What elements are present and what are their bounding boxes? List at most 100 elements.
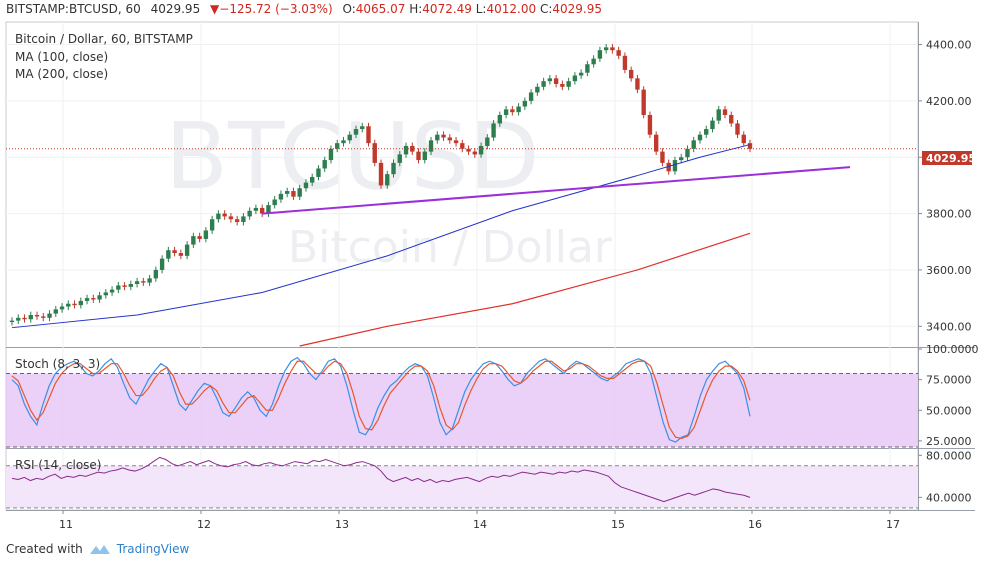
- candle-body: [435, 134, 440, 141]
- candle-body: [122, 285, 127, 287]
- candle-body: [41, 316, 46, 318]
- candle-body: [710, 120, 715, 130]
- candle-body: [266, 205, 271, 214]
- high-value: 4072.49: [422, 2, 472, 16]
- candle-body: [203, 230, 209, 239]
- candle-body: [184, 244, 190, 256]
- high-label: H:: [409, 2, 423, 16]
- stoch-tick-label: 75.0000: [926, 374, 972, 387]
- price-tick-label: 3600.00: [926, 264, 972, 277]
- candle-body: [59, 306, 65, 310]
- candle-body: [578, 72, 584, 76]
- candle-body: [660, 151, 665, 163]
- candle-body: [653, 134, 659, 152]
- candle-body: [197, 236, 202, 239]
- rsi-line: [11, 456, 751, 503]
- x-tick-label: 11: [59, 518, 73, 531]
- low-label: L:: [475, 2, 487, 16]
- x-tick-label: 13: [335, 518, 349, 531]
- candle-body: [647, 114, 653, 135]
- candle-body: [522, 100, 528, 107]
- candle-body: [385, 174, 390, 186]
- candle-body: [685, 148, 690, 158]
- candle-body: [453, 140, 459, 144]
- candle-body: [259, 207, 265, 214]
- created-with-text: Created with: [6, 542, 83, 556]
- candle-body: [347, 134, 352, 141]
- candle-body: [478, 145, 484, 155]
- candle-body: [159, 258, 165, 270]
- candle-body: [441, 134, 446, 138]
- candle-body: [284, 191, 290, 194]
- candle-body: [610, 47, 615, 51]
- last-price-tag-text: 4029.95: [926, 152, 976, 165]
- stoch-d-line: [11, 360, 751, 440]
- candle-body: [516, 106, 521, 113]
- candle-body: [178, 253, 184, 256]
- candle-body: [109, 289, 115, 293]
- ma100-line: [11, 144, 751, 329]
- candle-body: [247, 210, 252, 217]
- candle-body: [697, 134, 703, 141]
- candle-body: [78, 300, 83, 306]
- symbol-title: BITSTAMP:BTCUSD, 60: [6, 2, 141, 16]
- candle-body: [466, 148, 471, 152]
- candle-body: [716, 109, 721, 121]
- candle-body: [403, 145, 409, 155]
- candle-body: [541, 81, 546, 87]
- price-axis[interactable]: 3400.003600.003800.004000.004200.004400.…: [918, 39, 972, 334]
- candle-body: [691, 140, 696, 149]
- candle-body: [641, 89, 646, 115]
- candle-body: [84, 298, 90, 301]
- candle-body: [322, 160, 327, 169]
- candle-body: [585, 64, 590, 73]
- candle-body: [597, 50, 603, 59]
- rsi-band: [6, 465, 918, 509]
- candle-body: [566, 81, 571, 87]
- candle-body: [97, 295, 102, 300]
- candle-body: [353, 129, 359, 135]
- ma200-line: [299, 232, 751, 347]
- tradingview-link[interactable]: TradingView: [116, 542, 190, 556]
- candle-body: [328, 148, 334, 161]
- support-trendline[interactable]: [262, 166, 851, 215]
- candle-body: [704, 129, 709, 135]
- candle-body: [510, 109, 515, 113]
- candle-body: [535, 86, 540, 93]
- candle-body: [603, 47, 609, 51]
- candle-body: [9, 320, 15, 323]
- open-value: 4065.07: [355, 2, 406, 16]
- candle-body: [447, 137, 452, 141]
- candle-body: [34, 315, 40, 317]
- candle-body: [134, 281, 140, 285]
- candle-body: [147, 278, 152, 283]
- candle-body: [428, 140, 434, 152]
- time-axis[interactable]: 11 12 13 14 15 16 17: [59, 510, 900, 531]
- stoch-band: [6, 373, 918, 448]
- candle-body: [666, 162, 671, 172]
- legend-title: Bitcoin / Dollar, 60, BITSTAMP: [15, 32, 193, 46]
- candle-body: [416, 151, 421, 161]
- candle-body: [366, 126, 371, 144]
- candle-body: [272, 199, 277, 206]
- watermark-symbol: BTCUSD: [165, 103, 540, 210]
- candlestick-series: [9, 43, 753, 326]
- candle-body: [222, 213, 227, 217]
- watermark-name: Bitcoin / Dollar: [288, 222, 613, 273]
- candle-body: [28, 315, 33, 320]
- x-tick-label: 15: [611, 518, 625, 531]
- candle-body: [234, 219, 240, 223]
- rsi-label: RSI (14, close): [15, 458, 102, 472]
- candle-body: [672, 160, 678, 172]
- last-price-tag: 4029.95: [922, 151, 976, 165]
- last-price: 4029.95: [150, 2, 201, 16]
- symbol-header: BITSTAMP:BTCUSD, 60 4029.95 ▼−125.72 (−3…: [6, 2, 602, 16]
- candle-body: [141, 281, 146, 283]
- stoch-k-line: [11, 356, 751, 443]
- candle-body: [747, 143, 753, 149]
- price-tick-label: 3800.00: [926, 208, 972, 221]
- candle-body: [303, 182, 309, 189]
- legend-ma200: MA (200, close): [15, 67, 109, 81]
- candle-body: [503, 109, 509, 115]
